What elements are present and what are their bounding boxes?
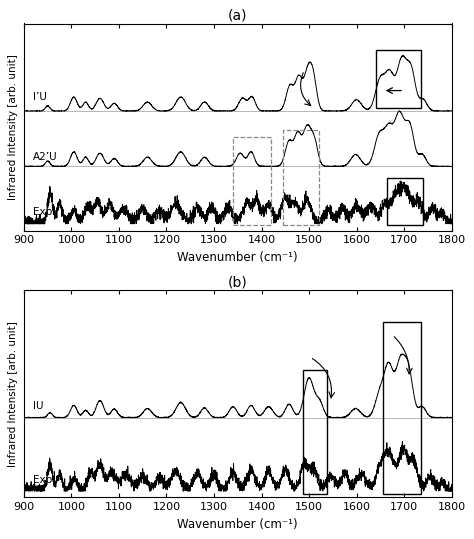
Text: Exp.: Exp. <box>33 208 56 217</box>
Text: I’U: I’U <box>33 92 47 102</box>
Title: (a): (a) <box>228 8 247 22</box>
Y-axis label: Infrared Intensity [arb. unit]: Infrared Intensity [arb. unit] <box>9 321 18 467</box>
Bar <box>375 50 421 108</box>
Text: A2’U: A2’U <box>33 152 58 162</box>
Bar <box>383 322 421 494</box>
Bar <box>283 130 319 225</box>
Title: (b): (b) <box>228 275 247 289</box>
Bar <box>387 178 423 225</box>
Text: Exp.: Exp. <box>33 474 56 485</box>
Text: IU: IU <box>33 401 44 411</box>
Bar <box>303 370 327 494</box>
X-axis label: Wavenumber (cm⁻¹): Wavenumber (cm⁻¹) <box>177 517 298 531</box>
Y-axis label: Infrared Intensity [arb. unit]: Infrared Intensity [arb. unit] <box>9 54 18 200</box>
Bar <box>233 137 271 225</box>
X-axis label: Wavenumber (cm⁻¹): Wavenumber (cm⁻¹) <box>177 251 298 264</box>
